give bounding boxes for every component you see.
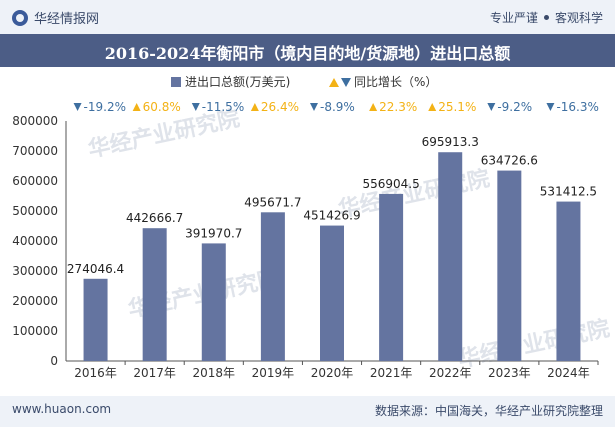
x-tick-label: 2023年 [488,366,531,380]
growth-up-triangle-icon [132,103,141,111]
x-tick-label: 2016年 [74,366,117,380]
x-tick-label: 2019年 [252,366,295,380]
growth-label: -16.3% [556,100,598,114]
y-tick-label: 0 [50,354,58,368]
bar [379,193,404,361]
y-tick-label: 400000 [12,234,58,248]
bar-chart: 华经产业研究院华经产业研究院华经产业研究院华经产业研究院进出口总额(万美元)同比… [12,75,612,380]
growth-up-triangle-icon [428,103,437,111]
bar [556,201,581,361]
bar-value-label: 391970.7 [185,226,242,240]
top-bar [0,0,615,34]
growth-down-triangle-icon [191,103,200,111]
legend-up-triangle-icon [329,78,339,87]
growth-label: 25.1% [438,100,476,114]
watermark-4: 华经产业研究院 [456,315,612,372]
x-tick-label: 2024年 [547,366,590,380]
legend-bar-swatch [171,77,181,87]
slogan: 专业严谨 客观科学 [490,9,603,26]
growth-label: -11.5% [202,100,244,114]
brand[interactable]: 华经情报网 [12,8,99,27]
y-tick-label: 600000 [12,174,58,188]
growth-label: -19.2% [84,100,126,114]
y-tick-label: 500000 [12,204,58,218]
bar [83,278,108,361]
bar-value-label: 634726.6 [481,154,538,168]
bar [260,212,285,361]
x-tick-label: 2022年 [429,366,472,380]
bar-value-label: 274046.4 [67,262,124,276]
growth-label: 60.8% [143,100,181,114]
bar [142,228,167,361]
x-tick-label: 2017年 [133,366,176,380]
x-tick-label: 2021年 [370,366,413,380]
logo-icon [12,9,28,26]
growth-up-triangle-icon [369,103,378,111]
brand-name: 华经情报网 [34,12,100,27]
growth-label: 26.4% [261,100,299,114]
growth-down-triangle-icon [487,103,496,111]
chart-title: 2016-2024年衡阳市（境内目的地/货源地）进出口总额 [104,44,511,63]
y-tick-label: 300000 [12,264,58,278]
website-link[interactable]: www.huaon.com [12,402,112,416]
bullet-icon [543,15,549,20]
bar-value-label: 695913.3 [422,135,479,149]
footer-bar [0,396,615,427]
bar-value-label: 442666.7 [126,211,183,225]
growth-label: 22.3% [379,100,417,114]
legend-bar-label: 进出口总额(万美元) [185,75,290,89]
watermark-1: 华经产业研究院 [86,105,242,162]
y-tick-label: 700000 [12,144,58,158]
growth-up-triangle-icon [250,103,259,111]
bar [497,170,522,361]
slogan-tag-1: 专业严谨 [489,11,538,25]
bar [438,152,463,361]
bar [201,243,226,361]
bar-value-label: 495671.7 [244,195,301,209]
y-tick-label: 800000 [12,114,58,128]
legend-growth-label: 同比增长（%） [354,75,437,89]
y-tick-label: 200000 [12,294,58,308]
slogan-tag-2: 客观科学 [554,11,603,25]
title-bar [0,34,615,67]
y-tick-label: 100000 [12,324,58,338]
x-tick-label: 2020年 [311,366,354,380]
bar-value-label: 556904.5 [362,177,419,191]
data-source: 数据来源：中国海关，华经产业研究院整理 [374,404,603,418]
growth-label: -9.2% [497,100,532,114]
bar [320,225,344,361]
bar-value-label: 531412.5 [540,185,597,199]
bar-value-label: 451426.9 [303,209,360,223]
growth-down-triangle-icon [310,103,318,111]
x-tick-label: 2018年 [193,366,236,380]
growth-down-triangle-icon [73,103,82,111]
growth-down-triangle-icon [546,103,555,111]
legend-down-triangle-icon [341,78,351,87]
growth-label: -8.9% [320,100,355,114]
